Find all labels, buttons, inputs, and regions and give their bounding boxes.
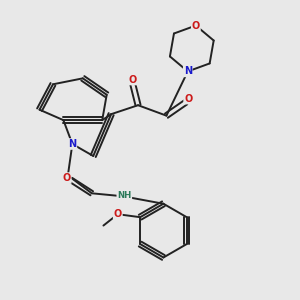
Text: O: O xyxy=(63,173,71,183)
Text: O: O xyxy=(184,94,192,103)
Text: O: O xyxy=(129,74,137,85)
Text: N: N xyxy=(68,139,76,149)
Text: O: O xyxy=(114,209,122,219)
Text: NH: NH xyxy=(117,190,131,200)
Text: O: O xyxy=(192,20,200,31)
Text: N: N xyxy=(184,66,192,76)
